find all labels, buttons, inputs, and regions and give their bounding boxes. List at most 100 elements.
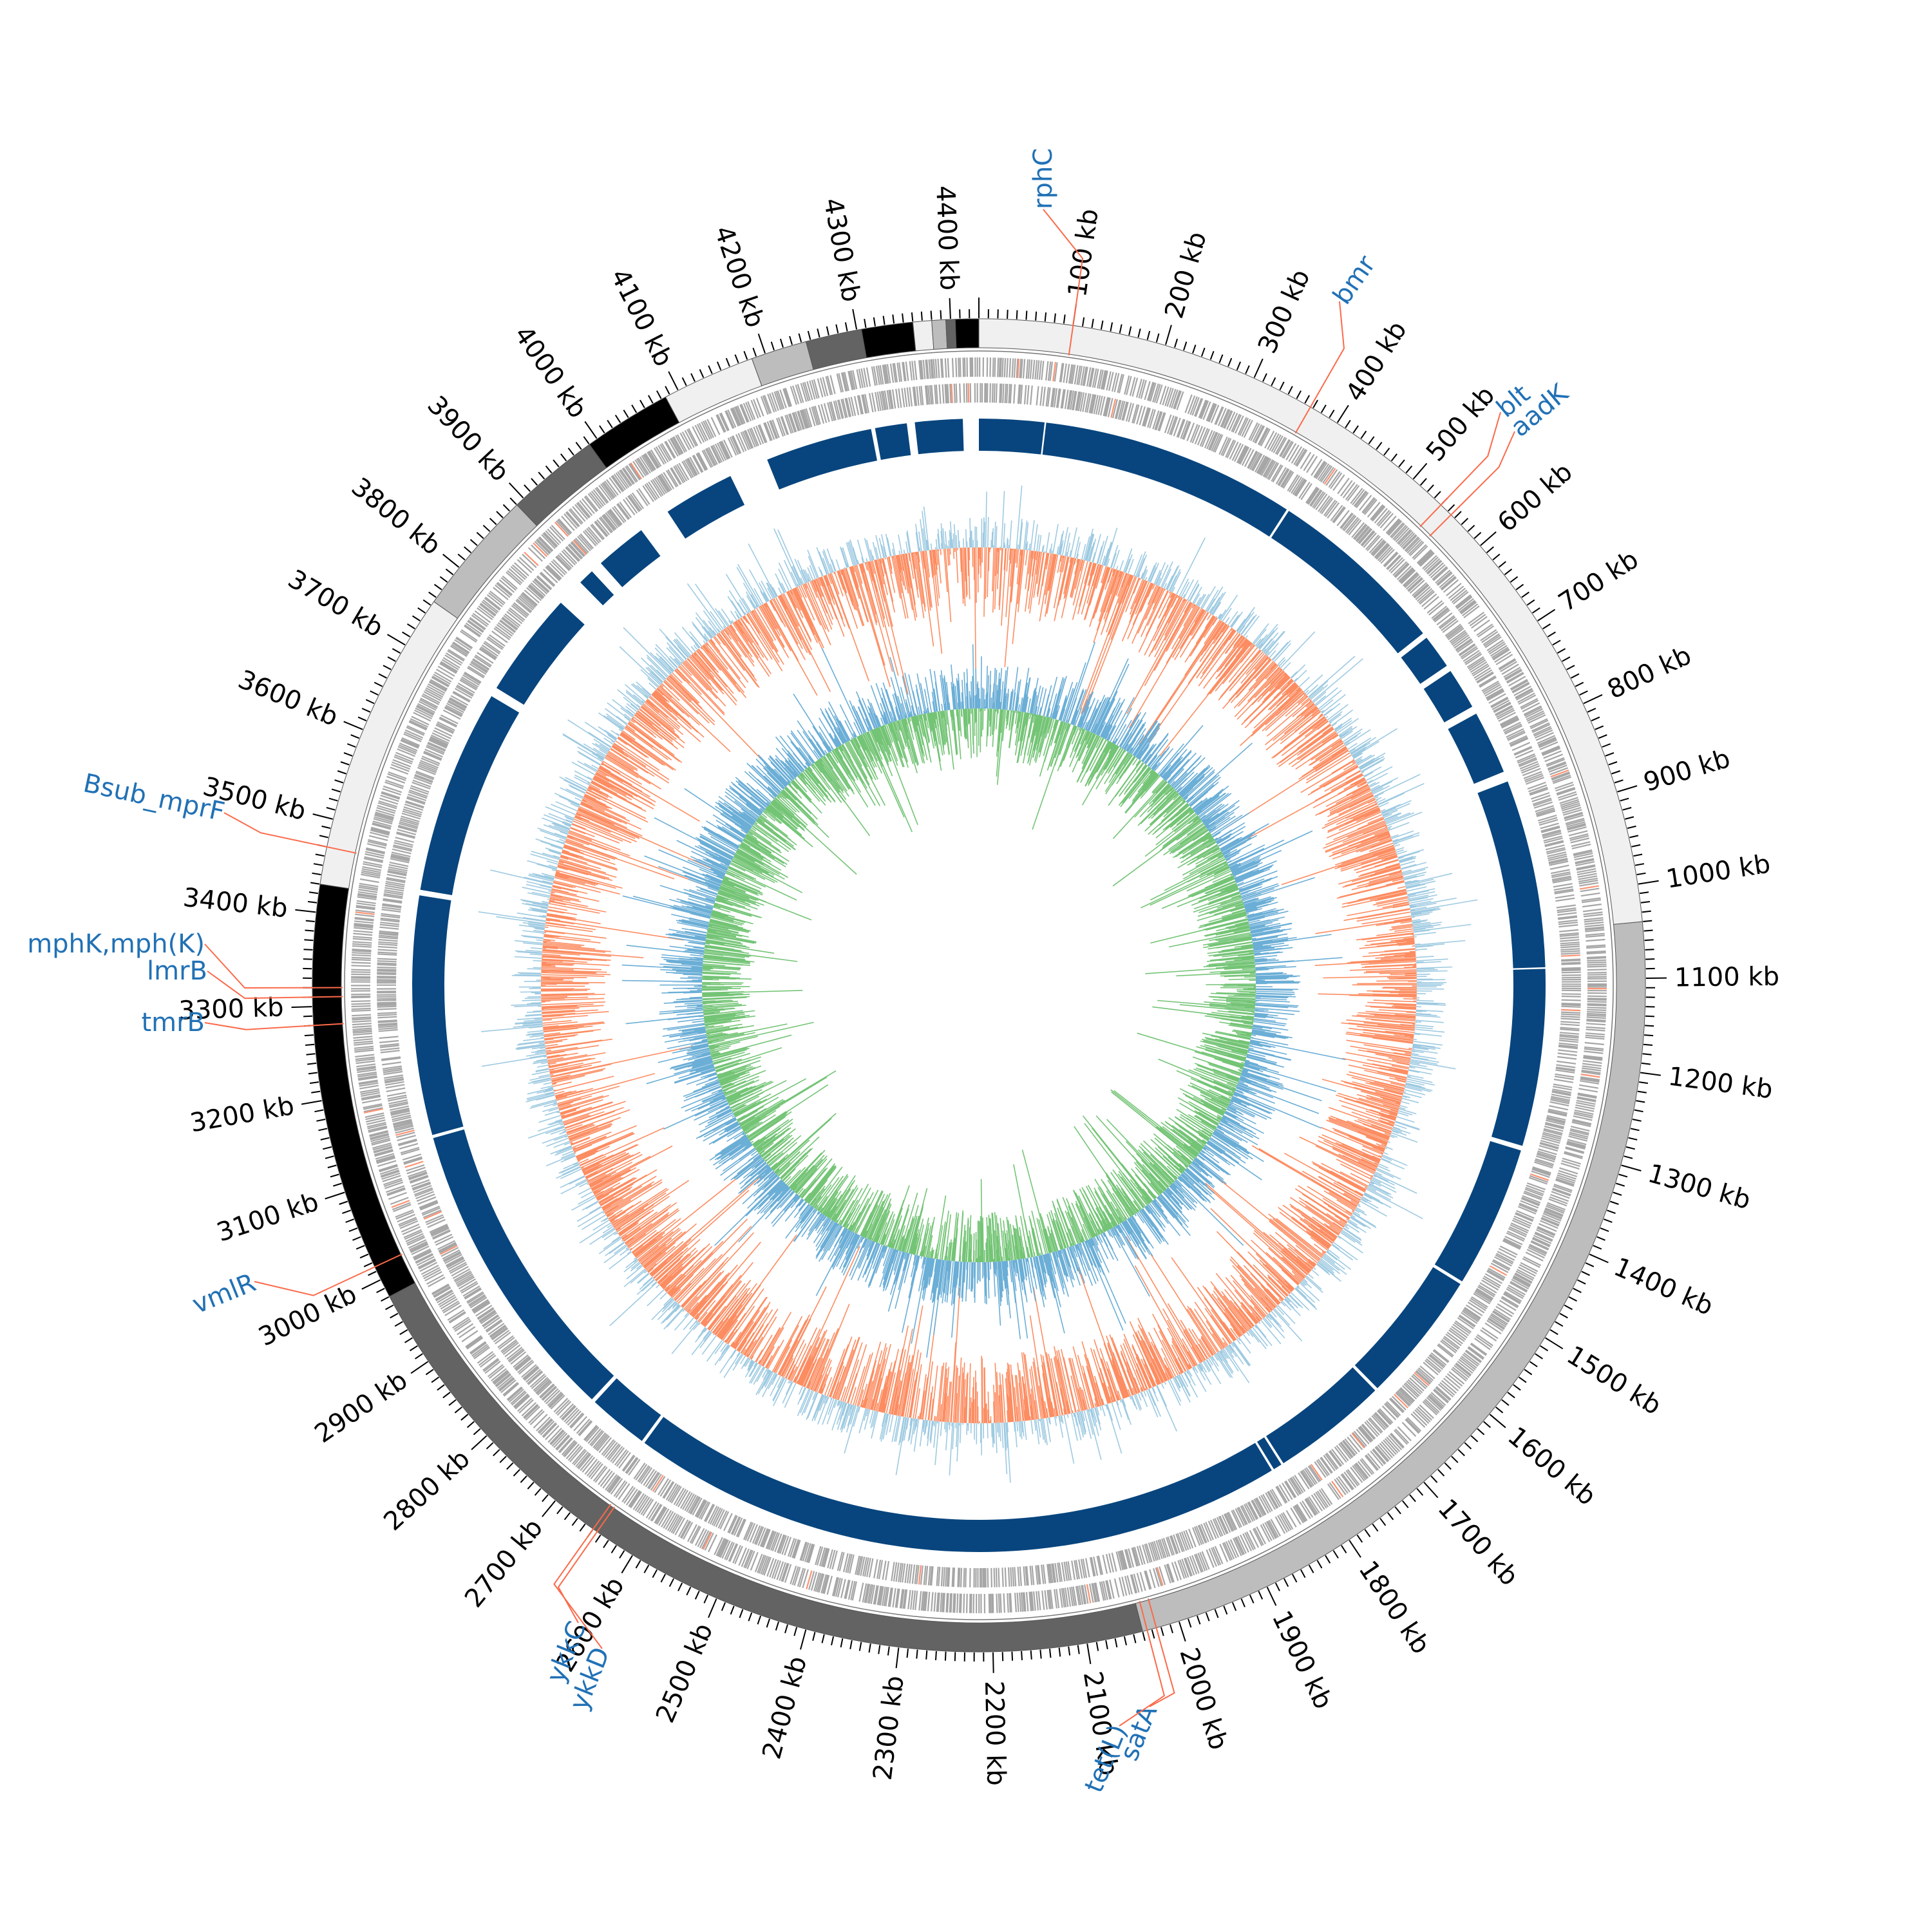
tick-label: 600 kb: [1492, 457, 1578, 538]
cds-highlight-2: [395, 383, 1581, 1585]
tick-label: 200 kb: [1159, 229, 1213, 322]
blast-segment-6: [1448, 714, 1504, 784]
gene-leader-line: [204, 943, 343, 989]
blast-segment-23: [875, 423, 911, 460]
cds-tracks: [350, 357, 1607, 1614]
contig-inner-border: [344, 350, 1614, 1620]
gene-leader-line: [1043, 209, 1084, 356]
tick-label: 3800 kb: [346, 472, 446, 561]
cds-track-2: [376, 383, 1582, 1588]
tick-label: 300 kb: [1253, 265, 1316, 357]
blast-segment-15: [433, 1129, 614, 1399]
tick-label: 1000 kb: [1664, 849, 1772, 894]
gc-skew-positive: [621, 641, 1346, 1358]
gene-leader-line: [1119, 1600, 1166, 1727]
tick-label: 400 kb: [1340, 316, 1413, 407]
blast-segment-20: [600, 530, 661, 587]
blast-segment-24: [914, 419, 964, 455]
tick-label: 1200 kb: [1667, 1061, 1775, 1104]
gene-leader-line: [207, 971, 343, 999]
tick-label: 2700 kb: [459, 1513, 549, 1613]
tick-label: 1500 kb: [1562, 1340, 1667, 1421]
tick-label: 4300 kb: [818, 196, 866, 305]
gc-skew-negative: [701, 708, 1256, 1263]
tick-label: 1900 kb: [1266, 1606, 1338, 1714]
tick-label: 1800 kb: [1352, 1556, 1435, 1660]
tick-label: 1700 kb: [1432, 1493, 1524, 1591]
blast-segment-7: [1477, 781, 1546, 969]
tick-label: 3000 kb: [254, 1279, 362, 1352]
tick-label: 2500 kb: [650, 1619, 719, 1727]
tick-label: 3200 kb: [188, 1091, 297, 1138]
blast-segment-19: [580, 571, 614, 605]
blast-segment-21: [667, 476, 745, 539]
gc-content-positive: [478, 485, 1478, 1483]
gene-label: mphK,mph(K): [27, 929, 205, 959]
tick-label: 2300 kb: [868, 1674, 910, 1781]
blast-ring: [412, 418, 1546, 1553]
contig-segment-11: [805, 328, 867, 370]
tick-label: 1100 kb: [1674, 962, 1780, 993]
gene-leader-line: [1294, 301, 1345, 434]
gene-label: bmr: [1327, 250, 1381, 310]
gene-leader-line: [204, 1022, 344, 1030]
gene-leader-line: [223, 812, 357, 854]
tick-label: 4400 kb: [930, 185, 964, 291]
blast-segment-4: [1401, 638, 1447, 684]
blast-segment-17: [420, 696, 520, 895]
blast-segment-2: [1042, 422, 1287, 537]
contig-ring: [312, 318, 1646, 1653]
blast-segment-22: [767, 429, 877, 490]
gene-leader-line: [1148, 1598, 1175, 1707]
tick-label: 800 kb: [1603, 641, 1696, 705]
gene-leader-line: [557, 1506, 615, 1624]
tick-label: 700 kb: [1553, 545, 1643, 618]
tick-label: 3400 kb: [182, 883, 289, 924]
tick-label: 1400 kb: [1609, 1252, 1718, 1321]
gene-leader-line: [553, 1504, 612, 1649]
tick-label: 1300 kb: [1645, 1159, 1754, 1215]
tick-label: 900 kb: [1640, 744, 1734, 798]
blast-segment-18: [496, 602, 585, 705]
blast-segment-10: [1354, 1267, 1461, 1388]
cds-highlight-1: [355, 358, 1607, 1604]
blast-segment-5: [1423, 670, 1473, 723]
tick-label: 2000 kb: [1173, 1644, 1233, 1753]
gene-leader-line: [1429, 431, 1515, 537]
tick-label: 3100 kb: [213, 1187, 322, 1247]
tick-label: 2800 kb: [378, 1444, 475, 1537]
gene-leader-line: [1419, 412, 1501, 527]
blast-segment-8: [1492, 969, 1546, 1146]
gc-skew-track: [621, 641, 1346, 1358]
tick-label: 2400 kb: [757, 1653, 813, 1762]
tick-label: 1600 kb: [1502, 1421, 1601, 1511]
contig-segment-14: [931, 319, 948, 350]
gc-content-track: [478, 485, 1478, 1483]
tick-label: 100 kb: [1063, 207, 1104, 299]
contig-segment-13: [912, 320, 934, 352]
tick-label: 3700 kb: [283, 564, 388, 643]
gene-leader-line: [254, 1253, 402, 1296]
contig-segment-16: [954, 318, 980, 349]
blast-segment-3: [1271, 511, 1423, 654]
gene-label: rphC: [1028, 148, 1058, 209]
contig-segment-12: [860, 321, 916, 359]
tick-label: 2200 kb: [979, 1680, 1010, 1786]
blast-segment-1: [979, 418, 1045, 455]
contig-segment-7: [516, 444, 607, 527]
gene-label: vmlR: [188, 1268, 260, 1320]
tick-label: 4100 kb: [605, 264, 679, 371]
gene-label: tmrB: [141, 1008, 205, 1037]
contig-segment-10: [751, 341, 814, 386]
blast-segment-16: [412, 895, 464, 1135]
blast-segment-13: [644, 1417, 1272, 1553]
tick-label: 2900 kb: [310, 1365, 413, 1449]
cds-track-1: [350, 357, 1607, 1614]
blast-segment-11: [1266, 1367, 1376, 1464]
tick-label: 4000 kb: [508, 321, 592, 424]
blast-segment-12: [1257, 1437, 1282, 1470]
tick-label: 4200 kb: [708, 222, 770, 331]
tick-label: 3600 kb: [234, 665, 342, 732]
blast-segment-9: [1434, 1141, 1521, 1282]
